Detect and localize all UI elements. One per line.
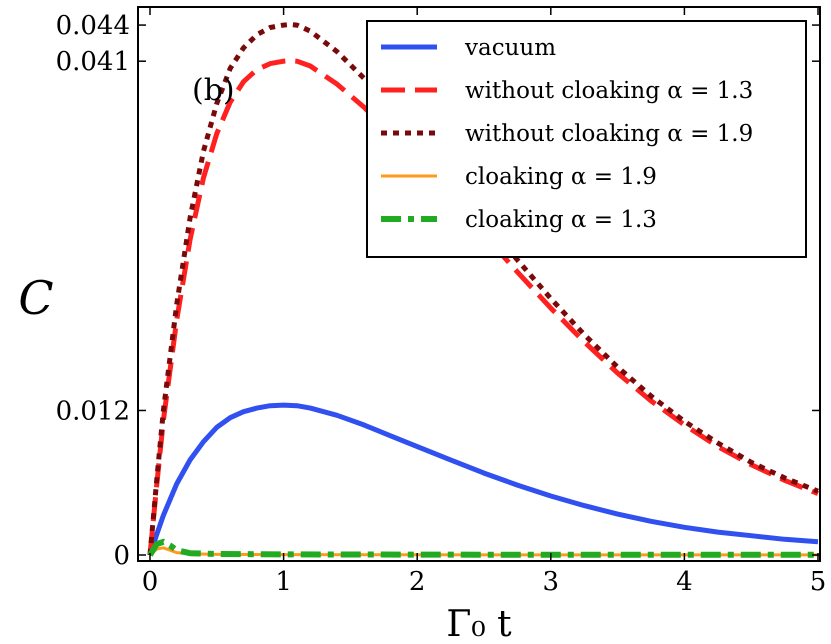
series-line-1 bbox=[147, 58, 819, 556]
x-tick-label: 4 bbox=[676, 567, 693, 597]
legend-label: cloaking α = 1.3 bbox=[465, 207, 657, 233]
series-line-4 bbox=[147, 538, 818, 558]
x-tick-label: 0 bbox=[142, 567, 159, 597]
series-line-0 bbox=[147, 402, 819, 556]
series-line-2 bbox=[147, 22, 819, 556]
legend-label: without cloaking α = 1.9 bbox=[465, 121, 753, 147]
legend-label: without cloaking α = 1.3 bbox=[465, 78, 753, 104]
y-tick-label: 0.012 bbox=[56, 396, 130, 426]
legend: vacuum without cloaking α = 1.3 without cl… bbox=[366, 20, 807, 258]
series-layer bbox=[147, 22, 819, 558]
y-axis-title: C bbox=[18, 271, 53, 325]
x-tick-label: 5 bbox=[810, 567, 827, 597]
legend-box bbox=[366, 20, 807, 258]
y-tick-label: 0 bbox=[113, 541, 130, 571]
legend-label: vacuum bbox=[464, 35, 556, 61]
x-axis-title: Γ₀ t bbox=[446, 604, 512, 644]
legend-label: cloaking α = 1.9 bbox=[465, 164, 657, 190]
x-tick-label: 3 bbox=[543, 567, 560, 597]
ticks-layer: 0 1 2 3 4 5 0 0.012 0.041 0.044 bbox=[56, 7, 827, 597]
x-tick-label: 2 bbox=[409, 567, 426, 597]
plot-frame bbox=[137, 6, 821, 562]
panel-label: (b) bbox=[192, 73, 235, 108]
x-tick-label: 1 bbox=[275, 567, 292, 597]
y-tick-label: 0.044 bbox=[56, 11, 130, 41]
y-tick-label: 0.041 bbox=[56, 47, 130, 77]
